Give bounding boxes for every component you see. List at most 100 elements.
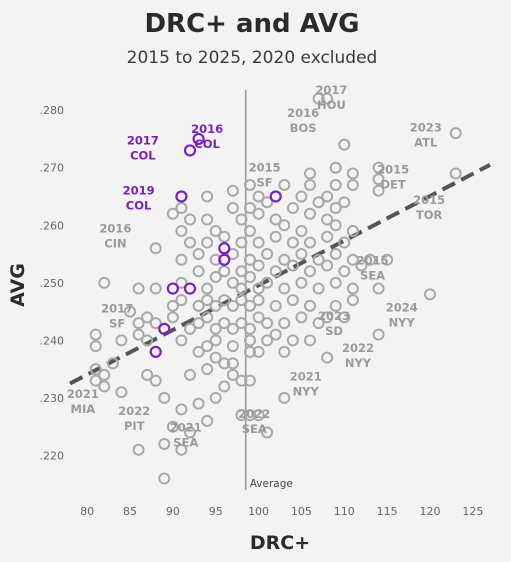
data-point (321, 311, 334, 324)
data-point (278, 219, 291, 232)
data-point (261, 248, 274, 261)
data-point (201, 282, 214, 295)
highlighted-data-point (218, 242, 231, 255)
data-point (175, 403, 188, 416)
data-point (252, 259, 265, 272)
data-point (346, 178, 359, 191)
data-point (312, 253, 325, 266)
data-point (89, 363, 102, 376)
x-axis-label: DRC+ (250, 532, 310, 554)
data-point (201, 414, 214, 427)
data-point (346, 282, 359, 295)
data-point (218, 317, 231, 330)
data-point (286, 294, 299, 307)
data-point (175, 201, 188, 214)
point-annotation: 2022 (118, 404, 150, 418)
data-point (149, 374, 162, 387)
data-point (338, 196, 351, 209)
data-point (329, 178, 342, 191)
data-point (226, 368, 239, 381)
data-point (329, 248, 342, 261)
y-tick-label: .220 (40, 449, 65, 462)
data-point (184, 368, 196, 381)
x-tick-label: 125 (462, 505, 483, 518)
data-point (226, 357, 239, 370)
data-point (209, 322, 222, 335)
data-point (209, 391, 222, 404)
point-annotation: 2022 (238, 407, 270, 421)
data-point (192, 397, 205, 410)
data-point (321, 351, 334, 364)
data-point (312, 92, 325, 105)
x-tick-label: 80 (80, 505, 94, 518)
x-tick-label: 90 (166, 505, 180, 518)
data-point (329, 299, 342, 312)
x-tick-label: 120 (420, 505, 441, 518)
data-points-group (89, 92, 462, 485)
data-point (192, 265, 205, 278)
data-point (449, 167, 462, 180)
data-point (201, 294, 214, 307)
data-point (252, 190, 265, 203)
data-point (166, 299, 179, 312)
x-tick-label: 100 (248, 505, 269, 518)
highlighted-data-point (218, 253, 231, 266)
data-point (329, 201, 342, 214)
data-point (252, 311, 265, 324)
data-point (175, 443, 188, 456)
data-point (252, 282, 265, 295)
highlighted-data-point (183, 144, 197, 157)
y-axis-label: AVG (7, 263, 29, 307)
data-point (201, 213, 214, 226)
data-point (449, 127, 462, 140)
data-point (218, 294, 231, 307)
data-point (192, 345, 205, 358)
x-tick-label: 105 (291, 505, 312, 518)
data-point (278, 253, 291, 266)
point-annotation: SF (257, 176, 273, 190)
data-point (261, 334, 274, 347)
point-annotation: 2023 (318, 309, 350, 323)
data-point (89, 328, 102, 341)
point-annotation: 2017 (127, 134, 159, 148)
data-point (321, 213, 334, 226)
data-point (235, 409, 248, 422)
data-point (286, 236, 299, 249)
x-tick-label: 95 (209, 505, 223, 518)
data-point (244, 201, 256, 214)
point-annotation: HOU (317, 98, 346, 112)
data-point (209, 253, 222, 266)
data-point (218, 265, 231, 278)
data-point (346, 225, 359, 238)
data-point (209, 299, 222, 312)
data-point (218, 357, 231, 370)
point-annotation: CIN (104, 237, 126, 251)
point-annotation: TOR (416, 208, 443, 222)
data-point (304, 178, 316, 191)
data-point (218, 230, 231, 243)
data-point (201, 340, 214, 353)
highlighted-data-point (183, 282, 197, 295)
point-annotation: COL (130, 149, 156, 163)
data-point (252, 294, 265, 307)
data-point (338, 265, 351, 278)
point-annotation: 2016 (99, 222, 131, 236)
point-annotation: 2015 (249, 161, 281, 175)
data-point (132, 282, 145, 295)
data-point (192, 248, 205, 261)
point-annotation: NYY (293, 385, 320, 399)
data-point (372, 184, 385, 197)
data-point (244, 225, 256, 238)
data-point (158, 437, 171, 450)
data-point (244, 299, 256, 312)
data-point (201, 190, 214, 203)
data-point (278, 317, 291, 330)
data-point (149, 282, 162, 295)
data-point (252, 345, 265, 358)
data-point (295, 276, 308, 289)
data-point (295, 311, 308, 324)
point-annotation: 2021 (170, 420, 202, 434)
data-point (98, 380, 111, 393)
data-point (124, 305, 136, 318)
